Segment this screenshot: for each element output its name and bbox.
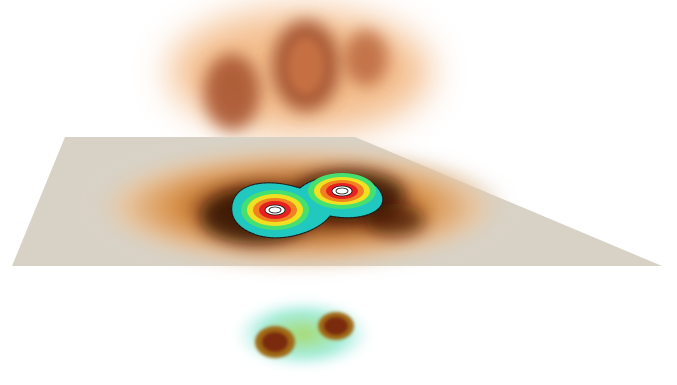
scene (0, 0, 677, 385)
top-volume (170, 10, 430, 134)
page (0, 0, 677, 385)
bottom-projection (233, 298, 373, 370)
